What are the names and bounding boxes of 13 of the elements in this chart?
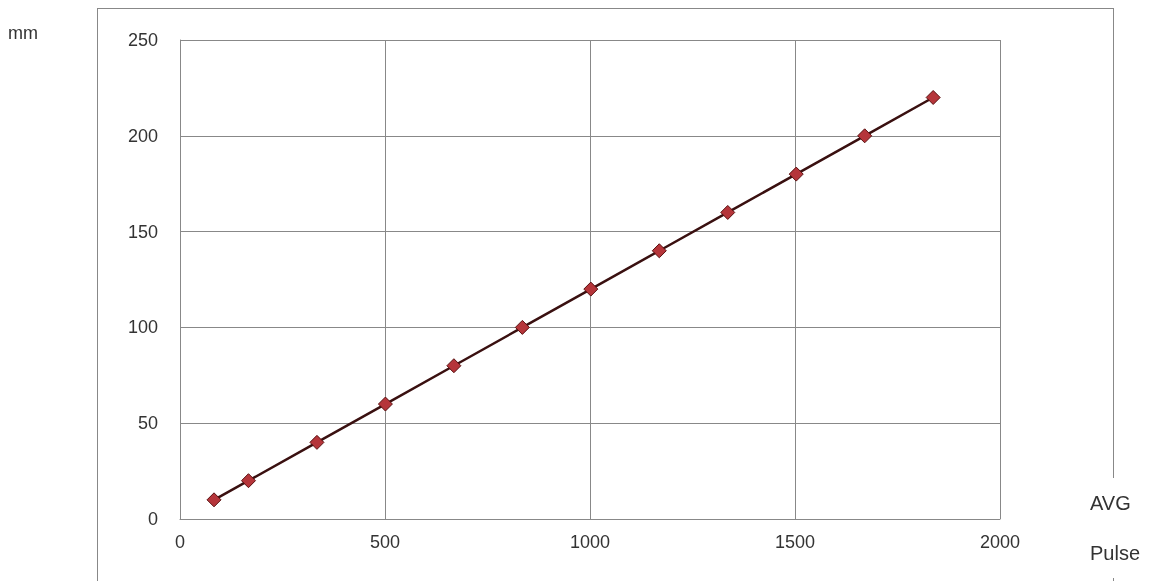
x-tick-label: 2000 [979,532,1021,552]
y-tick-label: 250 [127,30,158,50]
x-tick-label: 0 [174,532,186,552]
y-tick-label: 150 [127,221,158,242]
y-tick-label: 0 [147,509,158,529]
y-tick-label: 100 [127,317,158,338]
y-tick-label: 200 [127,125,158,146]
text: AVG Pulse [1090,492,1141,564]
x-tick-label: 1500 [774,532,816,552]
x-tick-label: 1000 [569,532,611,552]
x-tick-label: 500 [369,532,401,552]
y-axis-title: mm [8,23,38,43]
y-tick-label: 50 [137,413,158,434]
